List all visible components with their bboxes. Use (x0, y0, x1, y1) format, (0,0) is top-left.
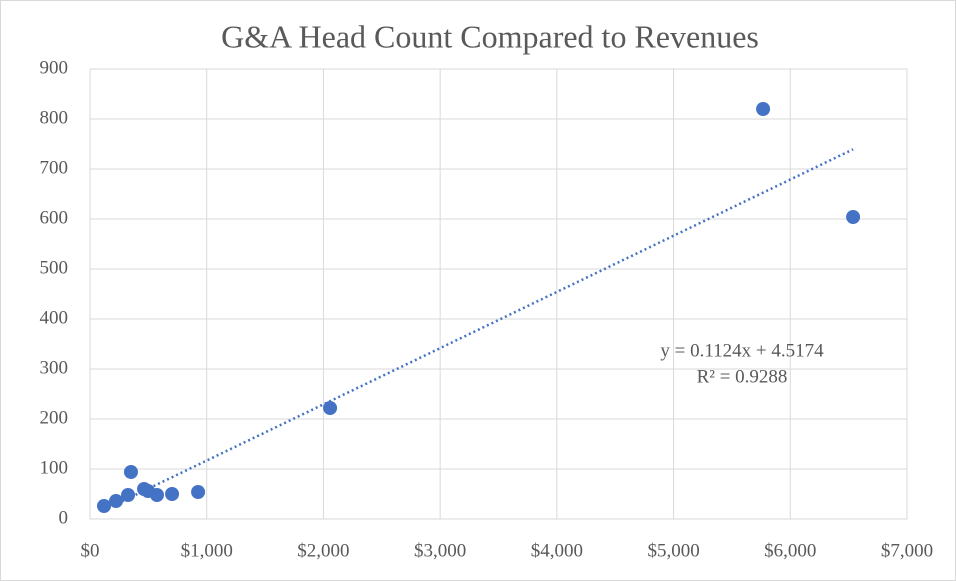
trendline (103, 148, 854, 512)
x-tick-label: $5,000 (647, 540, 699, 561)
data-point (165, 487, 180, 501)
x-tick-label: $1,000 (181, 540, 233, 561)
y-tick-label: 300 (40, 357, 69, 378)
y-tick-label: 800 (40, 107, 69, 128)
trendline-equation: y = 0.1124x + 4.5174 (660, 340, 824, 361)
x-tick-label: $7,000 (881, 540, 933, 561)
x-tick-label: $2,000 (297, 540, 349, 561)
y-tick-label: 600 (40, 207, 69, 228)
y-tick-label: 400 (40, 307, 69, 328)
data-point (846, 210, 861, 224)
data-point (323, 401, 338, 415)
data-point (149, 488, 164, 502)
data-point (109, 494, 124, 508)
x-tick-label: $6,000 (764, 540, 816, 561)
data-point (97, 499, 112, 513)
y-tick-label: 100 (40, 457, 69, 478)
data-point (121, 488, 136, 502)
x-tick-label: $0 (81, 540, 100, 561)
data-point (756, 102, 771, 116)
x-tick-label: $3,000 (414, 540, 466, 561)
y-tick-label: 0 (59, 507, 69, 528)
data-point (123, 465, 138, 479)
data-point (191, 485, 206, 499)
y-tick-label: 500 (40, 257, 69, 278)
y-tick-label: 900 (40, 57, 69, 78)
chart-title: G&A Head Count Compared to Revenues (221, 18, 759, 54)
y-tick-label: 200 (40, 407, 69, 428)
x-tick-label: $4,000 (531, 540, 583, 561)
y-tick-label: 700 (40, 157, 69, 178)
trendline-r2: R² = 0.9288 (697, 366, 788, 387)
